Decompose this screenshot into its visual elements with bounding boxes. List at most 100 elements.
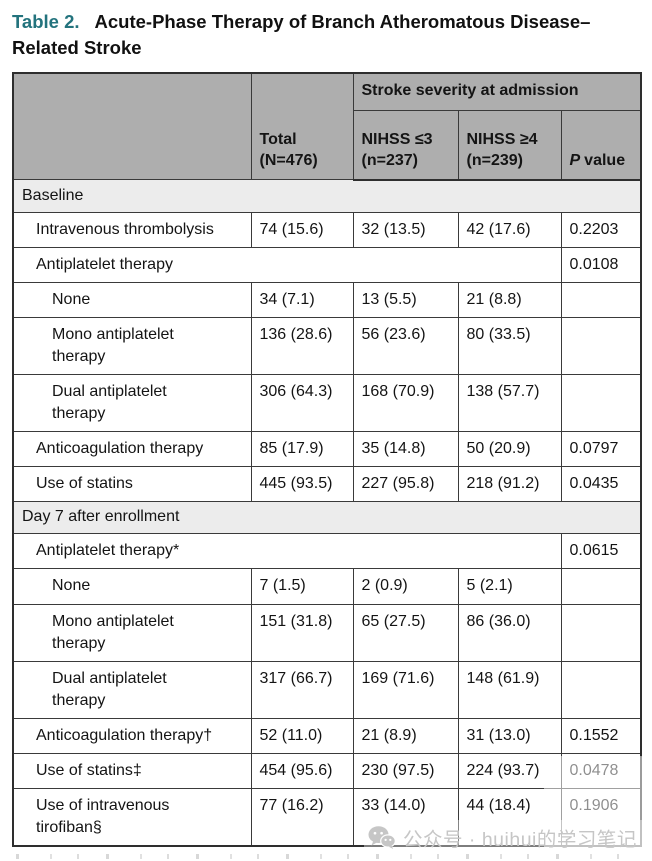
row-label-cell: Mono antiplatelet therapy (12, 316, 252, 376)
cropped-footnote-fragment (16, 854, 622, 859)
value-cell: 31 (13.0) (457, 717, 562, 754)
row-label-cell: Use of intravenous tirofiban§ (12, 788, 252, 847)
p-value-cell (560, 603, 642, 662)
value-cell: 50 (20.9) (457, 431, 562, 468)
row-label-cell: Mono antiplatelet therapy (12, 603, 252, 662)
value-cell: 227 (95.8) (352, 466, 459, 503)
value-cell: 21 (8.9) (352, 717, 459, 754)
column-header-nihss-low: NIHSS ≤3 (n=237) (352, 109, 459, 181)
row-label-cell: Antiplatelet therapy (12, 246, 562, 283)
table-row: Use of intravenous tirofiban§ 77 (16.2) 33… (12, 788, 642, 847)
table-row: Dual antiplatelet therapy 317 (66.7) 169 (… (12, 660, 642, 719)
row-label: Antiplatelet therapy* (36, 542, 180, 560)
table-row: Antiplatelet therapy* 0.0615 (12, 533, 642, 570)
table-row: Use of statins 445 (93.5) 227 (95.8) 218 (9… (12, 466, 642, 503)
row-label-cell: Anticoagulation therapy† (12, 717, 252, 754)
row-label: Use of statins‡ (36, 761, 142, 779)
column-group-header: Stroke severity at admission (352, 72, 642, 111)
p-value-cell (560, 568, 642, 605)
row-label-cell: Dual antiplatelet therapy (12, 373, 252, 433)
p-value-cell: 0.0435 (560, 466, 642, 503)
value-cell: 86 (36.0) (457, 603, 562, 662)
value-cell: 85 (17.9) (250, 431, 354, 468)
table-row: Antiplatelet therapy 0.0108 (12, 246, 642, 283)
section-row: Day 7 after enrollment (12, 501, 642, 535)
value-cell: 151 (31.8) (250, 603, 354, 662)
row-label: Use of statins (36, 475, 133, 493)
table-row: Mono antiplatelet therapy 151 (31.8) 65 (2… (12, 603, 642, 662)
p-value-cell: 0.0615 (560, 533, 642, 570)
p-value-italic: P (569, 151, 581, 169)
value-cell: 21 (8.8) (457, 281, 562, 318)
value-cell: 42 (17.6) (457, 211, 562, 248)
row-label-cell: Dual antiplatelet therapy (12, 660, 252, 719)
value-cell: 224 (93.7) (457, 752, 562, 790)
value-cell: 136 (28.6) (250, 316, 354, 376)
row-label-cell: Use of statins‡ (12, 752, 252, 790)
value-cell: 169 (71.6) (352, 660, 459, 719)
table-body: Baseline Intravenous thrombolysis 74 (15.6… (12, 179, 642, 847)
table-header: Total (N=476) Stroke severity at admissi… (12, 72, 642, 181)
row-label-cell: Intravenous thrombolysis (12, 211, 252, 248)
value-cell: 218 (91.2) (457, 466, 562, 503)
p-value-cell (560, 373, 642, 433)
column-header-total: Total (N=476) (250, 72, 354, 181)
row-label: Intravenous thrombolysis (36, 220, 214, 238)
row-label-cell: Use of statins (12, 466, 252, 503)
row-label: Anticoagulation therapy† (36, 726, 213, 744)
value-cell: 230 (97.5) (352, 752, 459, 790)
row-label-cell: None (12, 568, 252, 605)
value-cell: 148 (61.9) (457, 660, 562, 719)
section-row: Baseline (12, 179, 642, 213)
p-value-cell: 0.0478 (560, 752, 642, 790)
value-cell: 56 (23.6) (352, 316, 459, 376)
p-value-cell: 0.0797 (560, 431, 642, 468)
data-table: Total (N=476) Stroke severity at admissi… (12, 71, 643, 848)
table-row: Anticoagulation therapy 85 (17.9) 35 (14.8… (12, 431, 642, 468)
value-cell: 80 (33.5) (457, 316, 562, 376)
value-cell: 2 (0.9) (352, 568, 459, 605)
p-value-cell: 0.2203 (560, 211, 642, 248)
value-cell: 33 (14.0) (352, 788, 459, 847)
section-header: Baseline (12, 179, 642, 213)
section-header: Day 7 after enrollment (12, 501, 642, 535)
p-value-cell (560, 660, 642, 719)
table-title-text: Acute-Phase Therapy of Branch Atheromato… (12, 11, 591, 59)
row-label: Anticoagulation therapy (36, 440, 204, 458)
row-label: Mono antiplatelet therapy (52, 612, 174, 652)
row-label-cell: None (12, 281, 252, 318)
row-label: Antiplatelet therapy (36, 255, 173, 273)
value-cell: 317 (66.7) (250, 660, 354, 719)
p-value-cell (560, 316, 642, 376)
column-header-nihss-high: NIHSS ≥4 (n=239) (457, 109, 562, 181)
value-cell: 5 (2.1) (457, 568, 562, 605)
row-label-cell: Anticoagulation therapy (12, 431, 252, 468)
value-cell: 7 (1.5) (250, 568, 354, 605)
header-row-group: Total (N=476) Stroke severity at admissi… (12, 72, 642, 181)
value-cell: 138 (57.7) (457, 373, 562, 433)
p-value-cell (560, 281, 642, 318)
table-row: Anticoagulation therapy† 52 (11.0) 21 (8.9… (12, 717, 642, 754)
row-label: Use of intravenous tirofiban§ (36, 797, 170, 837)
value-cell: 74 (15.6) (250, 211, 354, 248)
row-label-cell: Antiplatelet therapy* (12, 533, 562, 570)
table-row: Intravenous thrombolysis 74 (15.6) 32 (13.… (12, 211, 642, 248)
table-title: Table 2. Acute-Phase Therapy of Branch At… (12, 9, 616, 62)
table-row: Mono antiplatelet therapy 136 (28.6) 56 (2… (12, 316, 642, 376)
value-cell: 34 (7.1) (250, 281, 354, 318)
value-cell: 65 (27.5) (352, 603, 459, 662)
value-cell: 306 (64.3) (250, 373, 354, 433)
row-label: Dual antiplatelet therapy (52, 383, 167, 423)
value-cell: 13 (5.5) (352, 281, 459, 318)
value-cell: 35 (14.8) (352, 431, 459, 468)
table-number-label: Table 2. (12, 11, 80, 32)
value-cell: 454 (95.6) (250, 752, 354, 790)
value-cell: 445 (93.5) (250, 466, 354, 503)
table-row: Dual antiplatelet therapy 306 (64.3) 168 (… (12, 373, 642, 433)
p-value-rest: value (584, 151, 626, 169)
value-cell: 52 (11.0) (250, 717, 354, 754)
p-value-cell: 0.1552 (560, 717, 642, 754)
